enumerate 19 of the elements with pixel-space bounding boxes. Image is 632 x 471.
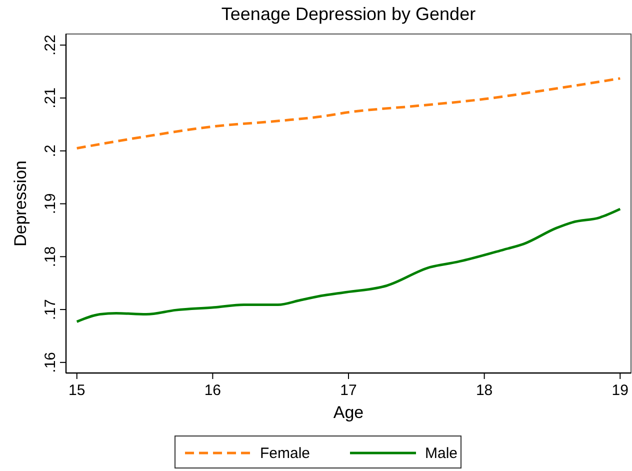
y-tick-label: .2	[42, 144, 59, 158]
y-tick-label: .21	[42, 88, 59, 108]
y-axis-title: Depression	[11, 160, 30, 246]
x-axis-title: Age	[333, 403, 364, 422]
x-tick-label: 15	[68, 382, 86, 399]
legend-label: Male	[425, 445, 458, 462]
legend-label: Female	[260, 445, 310, 462]
chart-title: Teenage Depression by Gender	[221, 4, 476, 24]
x-tick-label: 19	[612, 382, 628, 399]
x-tick-label: 18	[476, 382, 493, 399]
y-tick-label: .18	[42, 246, 59, 268]
line-series	[76, 77, 622, 150]
y-tick-label: .19	[42, 193, 59, 214]
y-tick-label: .17	[42, 299, 59, 320]
y-tick-label: .22	[42, 34, 59, 56]
x-tick-label: 16	[204, 382, 222, 399]
x-tick-label: 17	[340, 382, 357, 399]
y-tick-label: .16	[42, 352, 59, 373]
line-series	[76, 208, 622, 323]
